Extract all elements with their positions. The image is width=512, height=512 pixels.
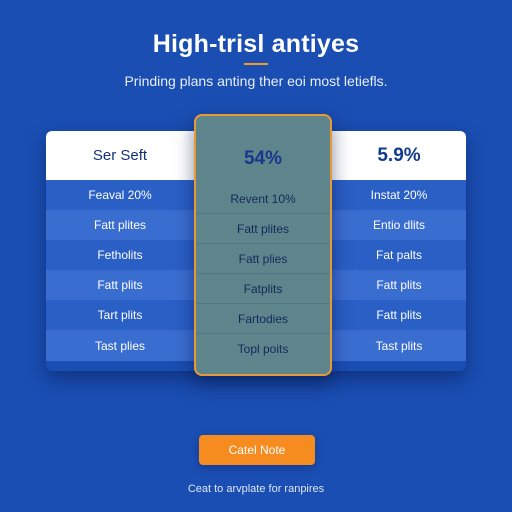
plan-left-heading: Ser Seft xyxy=(46,131,194,180)
plan-left-feature: Tart plits xyxy=(46,300,194,330)
page-title: High-trisl antiyes xyxy=(152,30,360,58)
plan-left-feature: Feaval 20% xyxy=(46,180,194,210)
plan-right-feature: Fat palts xyxy=(332,240,466,270)
plan-featured-heading: 54% xyxy=(243,148,283,169)
page-subtitle: Prinding plans anting ther eoi most leti… xyxy=(124,73,388,89)
plan-featured-feature: Fatt plites xyxy=(196,214,330,244)
plan-right-feature: Fatt plits xyxy=(332,300,466,330)
plan-left-feature: Tast plies xyxy=(46,330,194,361)
plan-right-feature: Fatt plits xyxy=(332,270,466,300)
plan-column-right[interactable]: 5.9% Instat 20% Entio dlits Fat palts Fa… xyxy=(332,131,466,361)
plan-left-feature: Fatt plites xyxy=(46,210,194,240)
title-underline xyxy=(244,63,268,65)
plan-featured-feature: Fatplits xyxy=(196,274,330,304)
footer-note: Ceat to arvplate for ranpires xyxy=(187,483,325,495)
plan-column-featured[interactable]: 54% Revent 10% Fatt plites Fatt plies Fa… xyxy=(194,114,332,376)
plan-right-heading: 5.9% xyxy=(332,131,466,180)
plan-column-left[interactable]: Ser Seft Feaval 20% Fatt plites Fetholit… xyxy=(46,131,194,361)
plan-right-feature: Entio dlits xyxy=(332,210,466,240)
plan-right-feature: Tast plits xyxy=(332,330,466,361)
plan-featured-feature: Revent 10% xyxy=(196,184,330,214)
plan-left-feature: Fatt plits xyxy=(46,270,194,300)
plan-featured-feature: Fartodies xyxy=(196,304,330,334)
plan-featured-feature: Topl poits xyxy=(237,342,289,356)
cta-button[interactable]: Catel Note xyxy=(199,435,315,465)
plan-right-feature: Instat 20% xyxy=(332,180,466,210)
plan-left-feature: Fetholits xyxy=(46,240,194,270)
plan-featured-feature: Fatt plies xyxy=(196,244,330,274)
